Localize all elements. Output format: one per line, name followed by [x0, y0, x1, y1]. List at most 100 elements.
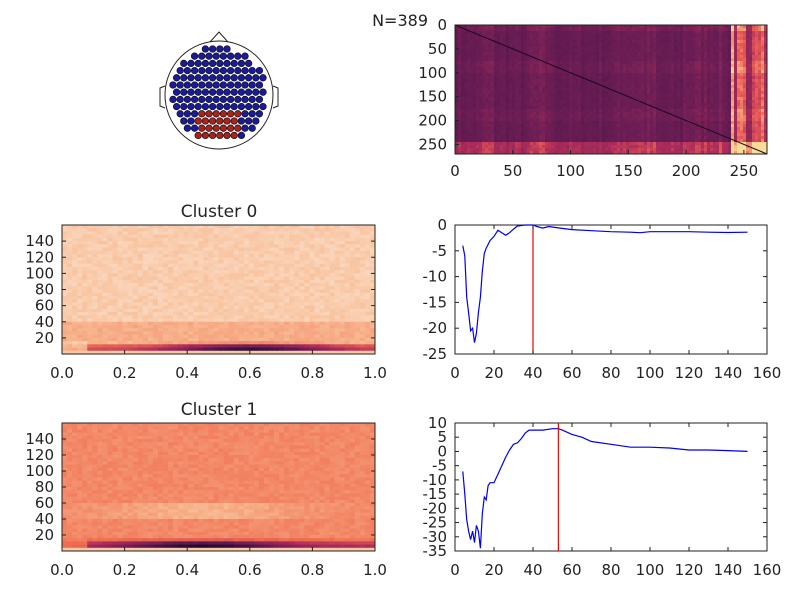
matrix-cell	[647, 142, 651, 146]
matrix-cell	[668, 94, 672, 98]
matrix-cell	[650, 100, 654, 104]
matrix-cell	[479, 85, 483, 89]
sensor-dot	[201, 102, 210, 111]
matrix-cell	[608, 121, 612, 125]
matrix-cell	[686, 49, 690, 53]
matrix-cell	[539, 145, 543, 149]
heatmap-cell	[97, 237, 103, 242]
matrix-cell	[695, 142, 699, 146]
matrix-cell	[590, 55, 594, 59]
matrix-cell	[734, 112, 738, 116]
matrix-cell	[740, 109, 744, 113]
matrix-cell	[740, 64, 744, 68]
matrix-cell	[533, 127, 537, 131]
matrix-cell	[680, 145, 684, 149]
matrix-cell	[764, 127, 768, 131]
matrix-cell	[686, 115, 690, 119]
sensor-dot	[187, 59, 195, 68]
matrix-cell	[752, 121, 756, 125]
matrix-cell	[563, 130, 567, 134]
matrix-cell	[617, 40, 621, 44]
matrix-cell	[458, 94, 462, 98]
matrix-cell	[692, 151, 696, 155]
sensor-dot	[223, 88, 231, 96]
matrix-cell	[656, 43, 660, 47]
matrix-cell	[509, 85, 513, 89]
matrix-cell	[647, 85, 651, 89]
matrix-cell	[515, 46, 519, 50]
matrix-cell	[740, 151, 744, 155]
matrix-cell	[698, 94, 702, 98]
matrix-cell	[755, 67, 759, 71]
matrix-cell	[521, 46, 525, 50]
matrix-cell	[749, 151, 753, 155]
sensor-dot	[198, 52, 206, 60]
matrix-cell	[731, 67, 735, 71]
matrix-cell	[740, 94, 744, 98]
matrix-cell	[683, 34, 687, 38]
matrix-cell	[761, 58, 765, 62]
matrix-cell	[755, 139, 759, 143]
matrix-cell	[584, 133, 588, 137]
matrix-cell	[533, 121, 537, 125]
heatmap-cell	[263, 225, 270, 229]
matrix-cell	[530, 142, 534, 146]
matrix-cell	[479, 61, 483, 65]
matrix-cell	[680, 88, 684, 92]
matrix-cell	[506, 94, 510, 98]
matrix-cell	[647, 139, 651, 143]
matrix-cell	[746, 118, 750, 122]
matrix-cell	[614, 142, 618, 146]
matrix-cell	[674, 82, 678, 86]
matrix-cell	[743, 106, 747, 110]
matrix-cell	[458, 58, 462, 62]
matrix-cell	[548, 109, 552, 113]
matrix-cell	[479, 52, 483, 56]
matrix-cell	[527, 133, 531, 137]
matrix-cell	[470, 25, 474, 29]
matrix-cell	[653, 73, 657, 77]
matrix-cell	[506, 79, 510, 83]
matrix-cell	[725, 130, 729, 134]
heatmap-cell	[198, 234, 204, 239]
matrix-cell	[575, 103, 579, 107]
matrix-cell	[458, 31, 462, 35]
sensor-dot-cluster	[198, 110, 206, 118]
heatmap-cell	[253, 237, 260, 242]
matrix-cell	[761, 43, 765, 47]
matrix-cell	[488, 34, 492, 38]
matrix-cell	[743, 112, 747, 116]
matrix-cell	[632, 148, 636, 152]
heatmap-cell	[253, 241, 260, 245]
matrix-cell	[509, 43, 513, 47]
matrix-cell	[683, 88, 687, 92]
matrix-cell	[599, 37, 603, 41]
matrix-cell	[701, 124, 705, 128]
matrix-cell	[647, 130, 651, 134]
matrix-cell	[761, 82, 765, 86]
heatmap-cell	[77, 228, 83, 232]
matrix-cell	[677, 145, 681, 149]
matrix-cell	[758, 28, 762, 32]
matrix-cell	[695, 28, 699, 32]
matrix-cell	[461, 142, 465, 146]
matrix-cell	[512, 73, 516, 77]
matrix-cell	[470, 109, 474, 113]
matrix-cell	[512, 142, 516, 146]
matrix-cell	[560, 127, 564, 131]
heatmap-cell	[289, 237, 295, 242]
matrix-cell	[656, 31, 660, 35]
matrix-cell	[470, 112, 474, 116]
matrix-cell	[566, 52, 570, 56]
matrix-cell	[650, 145, 654, 149]
matrix-cell	[629, 139, 633, 143]
matrix-cell	[629, 28, 633, 32]
matrix-cell	[545, 82, 549, 86]
matrix-cell	[524, 79, 528, 83]
matrix-cell	[563, 142, 567, 146]
matrix-cell	[764, 142, 768, 146]
matrix-cell	[548, 64, 552, 68]
matrix-cell	[605, 136, 609, 140]
heatmap-cell	[107, 231, 113, 236]
matrix-cell	[587, 118, 591, 122]
